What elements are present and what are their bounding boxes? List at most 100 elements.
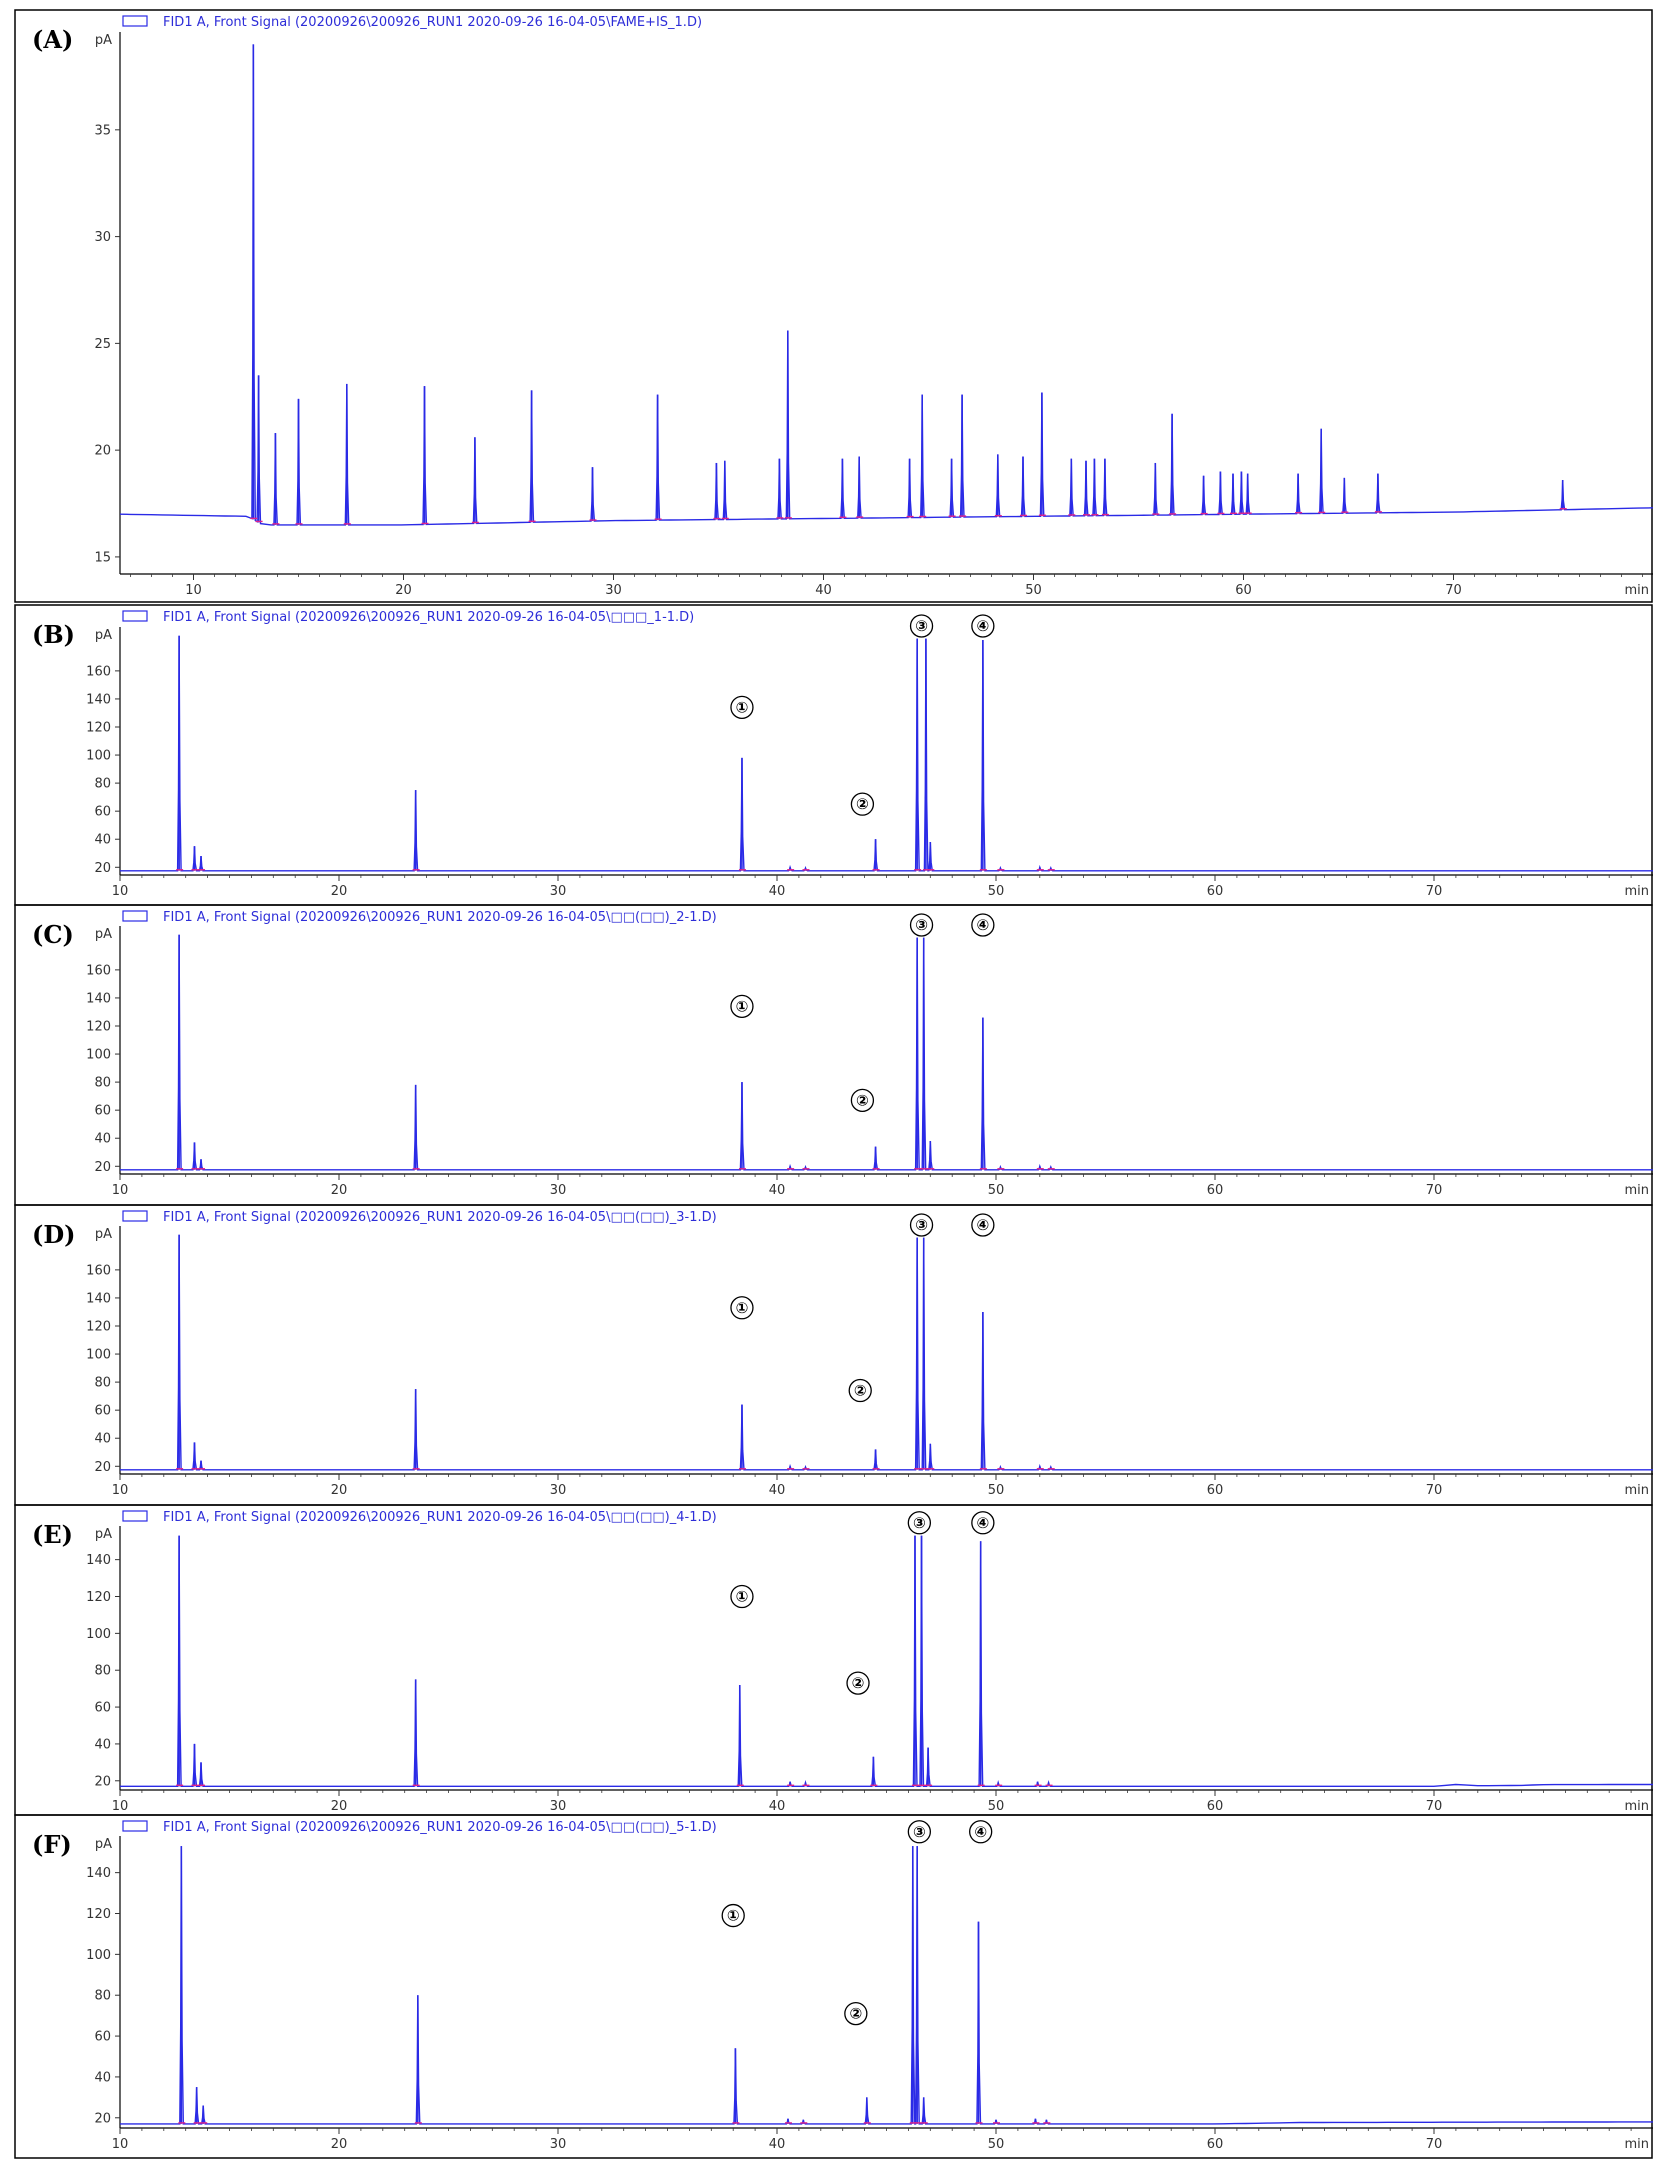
signal-trace xyxy=(120,635,1653,872)
panel-c: FID1 A, Front Signal (20200926\200926_RU… xyxy=(14,904,1653,1206)
peak-marker-label: ③ xyxy=(913,1823,926,1841)
panel-frame xyxy=(14,1504,1653,1816)
x-tick-label: 10 xyxy=(112,1483,129,1498)
x-tick-label: 10 xyxy=(112,1799,129,1814)
peak-marker-circle xyxy=(971,1213,995,1237)
x-tick-label: 30 xyxy=(550,1183,567,1198)
y-tick-label: 20 xyxy=(94,1460,111,1475)
peak-marker-circle xyxy=(907,1820,931,1844)
x-tick-label: 40 xyxy=(769,2137,786,2152)
x-tick-label: 20 xyxy=(331,1483,348,1498)
y-tick-label: 120 xyxy=(86,1019,111,1034)
y-tick-label: 80 xyxy=(94,1989,111,2004)
x-tick-label: 70 xyxy=(1426,1183,1443,1198)
panel-label: (A) xyxy=(32,25,73,54)
panel-label: (F) xyxy=(32,1830,72,1859)
x-tick-label: 30 xyxy=(550,1483,567,1498)
peak-marker-circle xyxy=(909,913,934,937)
x-tick-label: 60 xyxy=(1207,1483,1224,1498)
legend-text: FID1 A, Front Signal (20200926\200926_RU… xyxy=(163,15,702,30)
x-tick-label: 20 xyxy=(331,2137,348,2152)
x-tick-label: 70 xyxy=(1445,583,1462,598)
peak-marker-label: ③ xyxy=(915,1216,928,1234)
legend-text: FID1 A, Front Signal (20200926\200926_RU… xyxy=(163,1510,717,1525)
peak-marker-label: ① xyxy=(736,1588,749,1606)
legend-swatch xyxy=(122,910,148,922)
peak-marker-label: ② xyxy=(849,2005,862,2023)
y-tick-label: 140 xyxy=(86,692,111,707)
x-tick-label: 60 xyxy=(1207,2137,1224,2152)
peak-marker-circle xyxy=(850,792,875,816)
y-tick-label: 80 xyxy=(94,777,111,792)
x-tick-label: 60 xyxy=(1207,884,1224,899)
y-tick-label: 40 xyxy=(94,1432,111,1447)
signal-trace xyxy=(120,1234,1653,1471)
x-tick-label: 40 xyxy=(815,583,832,598)
y-tick-label: 80 xyxy=(94,1376,111,1391)
x-tick-label: 70 xyxy=(1426,1799,1443,1814)
peak-marker-circle xyxy=(730,1296,754,1320)
y-tick-label: 140 xyxy=(86,1553,111,1568)
x-tick-label: 50 xyxy=(988,1183,1005,1198)
peak-marker-label: ② xyxy=(852,1674,865,1692)
panel-frame xyxy=(14,904,1653,1206)
x-tick-label: 30 xyxy=(550,1799,567,1814)
x-tick-label: 50 xyxy=(1025,583,1042,598)
y-tick-label: 60 xyxy=(94,1701,111,1716)
legend-swatch xyxy=(122,15,148,27)
panel-d: FID1 A, Front Signal (20200926\200926_RU… xyxy=(14,1204,1653,1506)
y-tick-label: 100 xyxy=(86,1048,111,1063)
y-tick-label: 15 xyxy=(94,550,111,565)
x-unit-label: min xyxy=(1624,884,1649,899)
legend-swatch xyxy=(122,1510,148,1522)
y-unit-label: pA xyxy=(95,927,112,942)
peak-marker-label: ② xyxy=(856,795,869,813)
peak-marker-circle xyxy=(848,1378,872,1403)
x-tick-label: 10 xyxy=(185,583,202,598)
panel-frame xyxy=(14,9,1653,603)
legend-swatch xyxy=(122,1210,148,1222)
peak-marker-label: ② xyxy=(856,1091,869,1109)
x-tick-label: 60 xyxy=(1207,1183,1224,1198)
panel-frame xyxy=(14,604,1653,906)
y-tick-label: 20 xyxy=(94,1160,111,1175)
x-unit-label: min xyxy=(1624,1799,1649,1814)
signal-trace xyxy=(120,1846,1653,2125)
x-tick-label: 10 xyxy=(112,1183,129,1198)
panel-f: FID1 A, Front Signal (20200926\200926_RU… xyxy=(14,1814,1653,2159)
x-tick-label: 60 xyxy=(1207,1799,1224,1814)
peak-marker-label: ④ xyxy=(977,916,990,934)
x-tick-label: 20 xyxy=(331,884,348,899)
peak-marker-label: ② xyxy=(854,1382,867,1400)
y-tick-label: 60 xyxy=(94,2030,111,2045)
x-tick-label: 50 xyxy=(988,2137,1005,2152)
y-unit-label: pA xyxy=(95,628,112,643)
peak-marker-label: ① xyxy=(736,1299,749,1317)
x-tick-label: 20 xyxy=(395,583,412,598)
y-tick-label: 120 xyxy=(86,1590,111,1605)
y-tick-label: 20 xyxy=(94,861,111,876)
y-tick-label: 25 xyxy=(94,337,111,352)
panel-label: (D) xyxy=(32,1220,76,1249)
y-tick-label: 160 xyxy=(86,963,111,978)
y-tick-label: 100 xyxy=(86,1627,111,1642)
y-tick-label: 120 xyxy=(86,720,111,735)
peak-marker-label: ④ xyxy=(977,1216,990,1234)
peak-marker-label: ③ xyxy=(915,916,928,934)
peak-marker-label: ④ xyxy=(977,617,990,635)
y-tick-label: 140 xyxy=(86,991,111,1006)
y-tick-label: 100 xyxy=(86,1948,111,1963)
x-tick-label: 60 xyxy=(1235,583,1252,598)
y-tick-label: 120 xyxy=(86,1319,111,1334)
y-tick-label: 60 xyxy=(94,805,111,820)
x-tick-label: 30 xyxy=(550,884,567,899)
peak-marker-circle xyxy=(850,1088,875,1112)
y-tick-label: 40 xyxy=(94,1132,111,1147)
y-tick-label: 40 xyxy=(94,833,111,848)
y-unit-label: pA xyxy=(95,1837,112,1852)
peak-marker-circle xyxy=(971,614,995,638)
peak-marker-circle xyxy=(969,1820,993,1844)
y-tick-label: 20 xyxy=(94,1774,111,1789)
peak-marker-circle xyxy=(909,1213,934,1237)
